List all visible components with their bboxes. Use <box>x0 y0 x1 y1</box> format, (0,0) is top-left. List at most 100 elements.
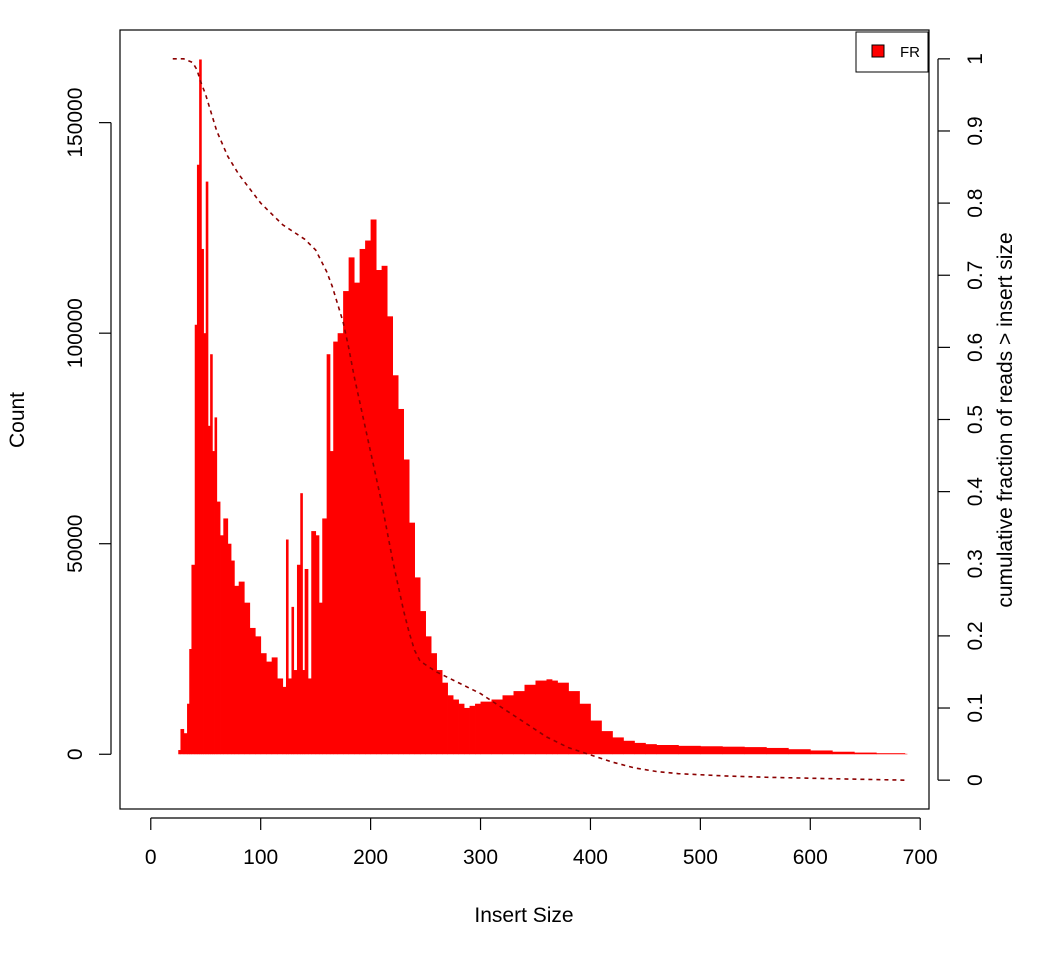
histogram-bar <box>744 747 767 755</box>
histogram-bar <box>277 678 284 755</box>
histogram-bar <box>210 354 213 755</box>
histogram-bar <box>788 749 811 755</box>
plot-area-frame <box>119 29 930 810</box>
histogram-bar <box>623 740 635 755</box>
histogram-bar <box>249 627 256 755</box>
histogram-bar <box>304 568 309 755</box>
y-tick-label: 50000 <box>64 515 87 573</box>
histogram-bar <box>216 501 221 755</box>
histogram-bar <box>425 636 432 755</box>
x-axis: 0 100 200 300 400 500 600 700 <box>145 817 938 869</box>
histogram-bar <box>187 703 190 755</box>
histogram-bar <box>551 680 558 755</box>
x-axis-title: Insert Size <box>474 904 573 927</box>
histogram-bar <box>359 248 366 755</box>
histogram-bar <box>420 611 426 755</box>
histogram-bar <box>214 417 218 755</box>
histogram-bar <box>431 653 437 755</box>
histogram-bar <box>480 701 492 755</box>
legend-label-fr: FR <box>900 44 920 61</box>
histogram-bar <box>238 581 245 755</box>
histogram-bar <box>255 636 262 755</box>
cumulative-fraction-line <box>172 58 905 781</box>
histogram-bar <box>178 750 181 755</box>
histogram-bar <box>183 733 188 755</box>
histogram-bar <box>223 518 229 755</box>
histogram-bar <box>282 686 287 755</box>
histogram-bar <box>612 737 624 755</box>
histogram-bar <box>201 248 204 755</box>
histogram-bar <box>464 707 470 755</box>
x-tick-label: 600 <box>793 846 828 869</box>
x-tick-label: 0 <box>145 846 157 869</box>
histogram-bar <box>700 746 723 755</box>
histogram-bar <box>227 543 232 755</box>
histogram-bar <box>326 354 331 755</box>
histogram-bar <box>634 742 646 755</box>
histogram-bar <box>458 703 465 755</box>
histogram-bar <box>832 751 855 755</box>
histogram-bar <box>285 539 289 755</box>
y2-tick-label: 0.4 <box>964 477 987 507</box>
histogram-bar <box>266 661 273 755</box>
histogram-bar <box>288 678 292 755</box>
histogram-bar <box>722 746 745 755</box>
histogram-bar <box>199 59 202 755</box>
histogram-bar <box>557 682 569 755</box>
histogram-bar <box>370 219 377 755</box>
y-axis-left: 0 50000 100000 150000 <box>64 88 112 760</box>
histogram-bar <box>453 699 459 755</box>
histogram-bar <box>348 257 355 755</box>
y-axis-right: 0 0.1 0.2 0.3 0.4 0.5 0.6 0.7 0.8 0.9 1 <box>937 53 987 786</box>
histogram-bar <box>318 602 323 755</box>
histogram-bar <box>293 670 298 755</box>
histogram-bar <box>311 531 317 755</box>
histogram-bar <box>207 425 211 755</box>
histogram-bar <box>315 535 320 755</box>
legend-box <box>855 31 929 73</box>
y2-tick-label: 0.6 <box>964 333 987 362</box>
histogram-bar <box>365 240 372 755</box>
histogram-bar <box>469 705 476 755</box>
x-tick-label: 400 <box>573 846 608 869</box>
y2-tick-label: 1 <box>964 53 987 65</box>
histogram-bar <box>398 408 404 755</box>
histogram-bar <box>191 564 196 755</box>
histogram-bar <box>291 606 295 755</box>
histogram-bar <box>354 282 361 755</box>
histogram-bar <box>333 341 339 755</box>
y2-tick-label: 0.3 <box>964 549 987 578</box>
y2-tick-label: 0.9 <box>964 116 987 145</box>
histogram-bar <box>231 560 235 755</box>
histogram-bar <box>387 316 393 755</box>
x-tick-label: 500 <box>683 846 718 869</box>
histogram-bar <box>568 691 580 755</box>
histogram-bar <box>337 333 344 755</box>
histogram-bar <box>810 750 833 755</box>
histogram-bar <box>601 731 613 755</box>
x-tick-label: 200 <box>353 846 388 869</box>
histogram-bar <box>590 720 602 755</box>
y-tick-label: 100000 <box>64 298 87 368</box>
y-tick-label: 0 <box>64 748 87 760</box>
histogram-bar <box>260 653 267 755</box>
histogram-bar <box>189 648 192 755</box>
histogram-bars <box>178 59 908 755</box>
histogram-bar <box>876 753 906 755</box>
histogram-bar <box>307 678 312 755</box>
histogram-bar <box>447 695 454 755</box>
histogram-bar <box>203 333 207 755</box>
histogram-bar <box>212 451 215 755</box>
histogram-bar <box>343 291 350 755</box>
histogram-bar <box>535 680 547 755</box>
y-axis-title: Count <box>6 392 29 448</box>
histogram-bar <box>546 679 553 755</box>
histogram-bar <box>234 585 240 755</box>
histogram-bar <box>491 699 503 755</box>
histogram-bar <box>645 744 657 755</box>
histogram-bar <box>244 602 251 755</box>
histogram-bar <box>381 265 388 755</box>
histogram-bar <box>414 577 421 755</box>
x-tick-label: 100 <box>243 846 278 869</box>
histogram-bar <box>854 752 877 755</box>
